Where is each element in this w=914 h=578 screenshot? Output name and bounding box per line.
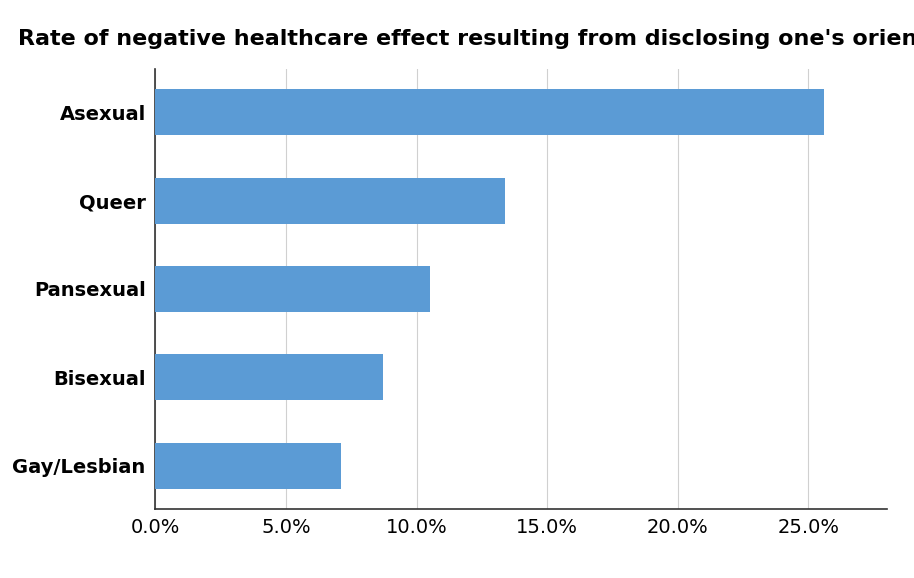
Text: Rate of negative healthcare effect resulting from disclosing one's orientation: Rate of negative healthcare effect resul…	[18, 29, 914, 49]
Bar	[155, 90, 824, 135]
Bar	[155, 443, 341, 488]
Bar	[155, 354, 383, 401]
Bar	[155, 177, 505, 224]
Bar	[155, 266, 430, 312]
